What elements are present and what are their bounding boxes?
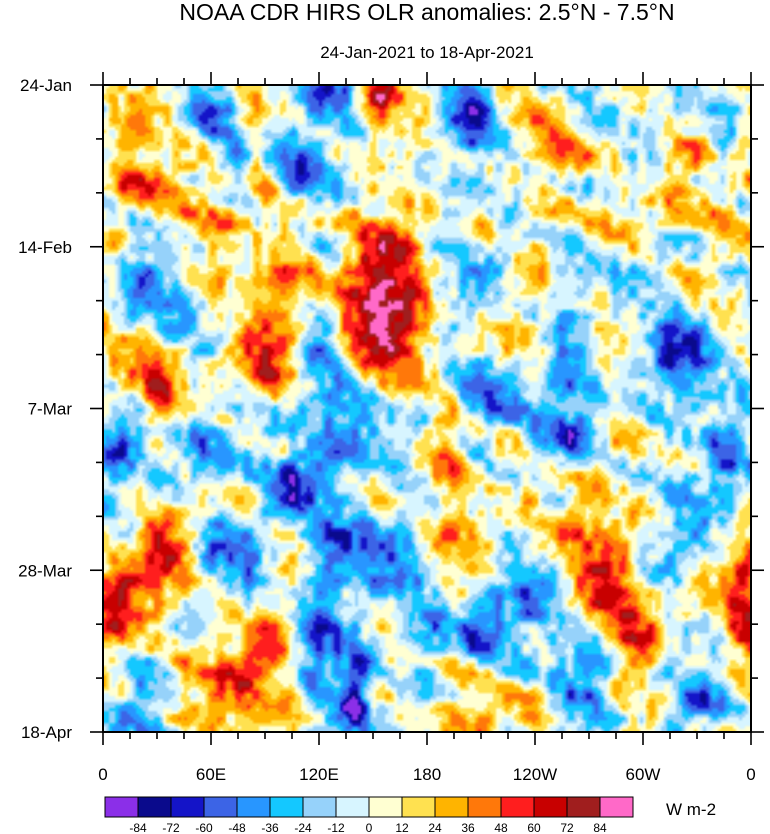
colorbar-label: 0 [366, 821, 373, 834]
colorbar-box [599, 796, 634, 818]
colorbar-box [137, 796, 172, 818]
x-tick-label: 60E [196, 765, 226, 784]
colorbar-label: -48 [228, 821, 246, 834]
y-tick-label: 28-Mar [18, 561, 72, 580]
colorbar-label: -36 [261, 821, 279, 834]
x-tick-label: 180 [413, 765, 441, 784]
colorbar-box [500, 796, 535, 818]
colorbar-label: 72 [560, 821, 574, 834]
colorbar-box [566, 796, 601, 818]
colorbar-box [203, 796, 238, 818]
colorbar-label: -24 [294, 821, 312, 834]
colorbar-label: -72 [162, 821, 180, 834]
x-tick-label: 120W [513, 765, 557, 784]
colorbar-label: 60 [527, 821, 541, 834]
colorbar-label: 24 [428, 821, 442, 834]
x-tick-label: 120E [299, 765, 339, 784]
chart-subtitle: 24-Jan-2021 to 18-Apr-2021 [320, 43, 534, 62]
colorbar-box [467, 796, 502, 818]
colorbar-box [269, 796, 304, 818]
colorbar-box [236, 796, 271, 818]
colorbar-box [434, 796, 469, 818]
colorbar-box [302, 796, 337, 818]
y-tick-label: 24-Jan [20, 76, 72, 95]
colorbar-box [335, 796, 370, 818]
colorbar-label: 12 [395, 821, 409, 834]
colorbar-label: -84 [129, 821, 147, 834]
colorbar-box [104, 796, 139, 818]
colorbar-label: 48 [494, 821, 508, 834]
chart-title: NOAA CDR HIRS OLR anomalies: 2.5°N - 7.5… [179, 0, 674, 25]
colorbar-box [170, 796, 205, 818]
x-tick-label: 0 [98, 765, 107, 784]
colorbar-units: W m-2 [666, 800, 716, 819]
x-tick-label: 60W [626, 765, 661, 784]
olr-anomaly-field [103, 85, 751, 732]
colorbar-label: 84 [593, 821, 607, 834]
colorbar-label: -60 [195, 821, 213, 834]
colorbar-box [368, 796, 403, 818]
colorbar-label: -12 [327, 821, 345, 834]
y-tick-label: 7-Mar [28, 400, 73, 419]
y-tick-label: 14-Feb [18, 238, 72, 257]
colorbar-label: 36 [461, 821, 475, 834]
y-tick-label: 18-Apr [21, 723, 72, 742]
x-tick-label: 0 [746, 765, 755, 784]
plot-area [103, 85, 751, 732]
colorbar: -84 -72 -60 -48 -36 -24 -12 0 12 24 36 48 60 72 84 [104, 796, 634, 834]
colorbar-box [533, 796, 568, 818]
axes: 0 60E 120E 180 120W 60W 0 24-Jan 14-Feb 7-Mar 28-M… [18, 72, 764, 784]
colorbar-box [401, 796, 436, 818]
